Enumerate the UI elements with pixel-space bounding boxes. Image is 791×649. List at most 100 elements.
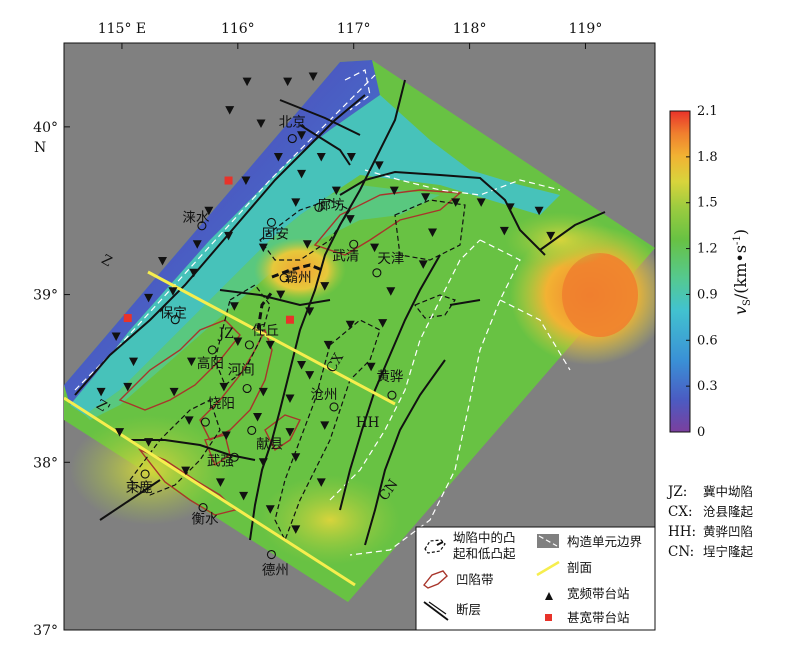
structural-boundaries [74, 69, 571, 556]
map-legend: 坳陷中的凸 起和低凸起 凹陷带 断层 构造单元边界 剖面 宽频带台站 甚宽带台站 [415, 526, 655, 630]
region-label: HH [356, 415, 380, 431]
city-label: 任丘 [252, 323, 279, 339]
wide-band-station [345, 320, 355, 330]
lon-tick-label: 119° [569, 21, 603, 37]
city-label: 廊坊 [317, 196, 344, 213]
wide-band-station [418, 260, 428, 269]
wide-band-station [186, 357, 196, 367]
legend-fault-label: 断层 [456, 602, 481, 617]
wide-band-station [316, 153, 326, 162]
city-marker [198, 503, 208, 513]
wide-band-station [221, 431, 231, 440]
colorbar-ticks: 2.1 1.8 1.5 1.2 0.9 0.6 0.3 0 [686, 104, 718, 440]
wide-band-station [285, 428, 295, 437]
colorbar-tick-label: 0.6 [697, 333, 718, 348]
wide-band-station [346, 153, 356, 162]
colorbar-bar [669, 110, 691, 433]
wide-band-station [291, 198, 301, 207]
wide-band-station [115, 428, 125, 437]
wide-band-station [111, 332, 121, 341]
city-marker [207, 345, 217, 355]
lon-tick-label: 118° [453, 21, 487, 37]
lon-tick-label: 115° E [98, 21, 146, 37]
wide-band-station [129, 357, 139, 367]
wide-band-station [192, 240, 202, 249]
city-label: 衡水 [192, 512, 219, 528]
wide-band-station [323, 340, 333, 350]
region-label: JZ [217, 326, 234, 342]
city-marker [279, 273, 289, 283]
abbreviation-code: HH: [668, 524, 696, 540]
lon-tick-label: 117° [337, 21, 371, 37]
wide-band-station [366, 362, 376, 372]
wide-band-station [291, 453, 301, 462]
wide-band-station [297, 361, 307, 370]
wide-band-station [169, 387, 179, 397]
wide-band-station [276, 290, 286, 300]
colorbar-tick-label: 2.1 [697, 104, 718, 119]
colorbar-tick-label: 0 [697, 425, 705, 440]
profile-line-south [64, 396, 356, 587]
wide-band-station [273, 153, 283, 162]
wide-band-station [374, 161, 384, 170]
wide-band-station [265, 505, 275, 514]
latitude-ticks: 40° 39° 38° 37° [33, 120, 70, 639]
abbreviation-list: JZ: 冀中坳陷 CX: 沧县隆起 HH: 黄骅凹陷 CN: 埕宁隆起 [666, 484, 754, 560]
city-label: 武强 [207, 453, 234, 469]
wide-band-station [505, 203, 515, 212]
abbreviation-name: 黄骅凹陷 [703, 524, 753, 539]
city-label: 河间 [228, 362, 255, 378]
legend-wide-station-label: 宽频带台站 [567, 586, 630, 601]
wide-band-station [428, 228, 438, 238]
city-marker [314, 202, 324, 212]
wide-band-station [386, 287, 396, 296]
broadband-station [123, 314, 132, 323]
wide-band-station [302, 240, 312, 249]
wide-band-station [308, 72, 318, 82]
wide-band-station [224, 231, 234, 241]
low-velocity-band [64, 60, 380, 405]
wide-band-station [258, 387, 268, 397]
city-label: 德州 [262, 563, 289, 579]
lat-tick-label: 39° [33, 288, 58, 304]
city-label: 饶阳 [208, 396, 235, 412]
wide-band-station [316, 478, 326, 487]
city-label: 高阳 [197, 355, 224, 372]
legend-uplift-label-2: 起和低凸起 [453, 546, 516, 561]
wide-band-station [305, 307, 315, 316]
transition-band-2 [85, 185, 440, 420]
colorbar-tick-label: 0.3 [697, 379, 718, 394]
wide-band-station [370, 243, 380, 253]
wide-band-stations [96, 72, 556, 534]
city-marker [170, 315, 180, 325]
city-marker [266, 549, 276, 560]
wide-band-station [320, 421, 330, 430]
wide-band-station [168, 287, 178, 296]
city-marker [197, 221, 207, 231]
colorbar-tick-label: 1.8 [697, 150, 718, 165]
wide-band-station [233, 337, 243, 347]
city-marker [200, 417, 210, 427]
city-marker [247, 425, 257, 435]
colorbar-tick-label: 1.5 [697, 196, 718, 211]
legend-profile-label: 剖面 [567, 560, 592, 575]
legend-sag-icon [423, 570, 448, 589]
city-marker [229, 452, 239, 462]
wide-band-station [389, 186, 399, 196]
wide-band-station [534, 206, 544, 216]
city-label: 沧州 [311, 386, 338, 403]
city-marker [242, 383, 252, 394]
colorbar: 2.1 1.8 1.5 1.2 0.9 0.6 0.3 0 vS/(km•s-1) [669, 104, 753, 440]
city-label: 黄骅 [376, 369, 403, 385]
legend-uplift-icon [424, 539, 446, 554]
wide-band-station [451, 198, 461, 207]
wide-band-station [253, 413, 263, 422]
legend-uplift-icon-thick [436, 541, 444, 546]
wide-band-station [181, 466, 191, 476]
wide-band-station [144, 293, 154, 303]
legend-profile-icon [536, 560, 560, 577]
wide-band-station [297, 131, 307, 140]
wide-band-station [305, 371, 315, 380]
wide-band-station [144, 438, 154, 447]
